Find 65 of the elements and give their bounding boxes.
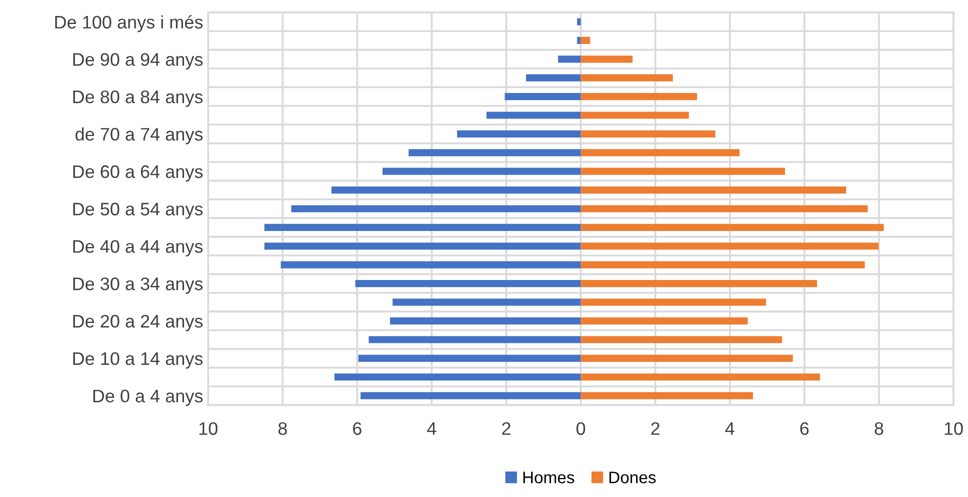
- bar: [264, 242, 581, 250]
- y-tick-label: De 10 a 14 anys: [73, 352, 203, 369]
- bar: [580, 149, 740, 156]
- x-tick-label: 8: [874, 422, 884, 435]
- y-tick-label: De 40 a 44 anys: [73, 240, 203, 256]
- bar: [580, 168, 786, 175]
- bar: [580, 261, 865, 268]
- bar: [577, 36, 581, 44]
- y-tick-label: De 30 a 34 anys: [73, 277, 203, 294]
- bar: [504, 93, 581, 100]
- bar: [558, 56, 581, 63]
- legend-label: Dones: [609, 472, 656, 484]
- bar: [577, 18, 581, 26]
- bar: [580, 317, 748, 324]
- bar: [526, 74, 581, 82]
- bar: [580, 242, 879, 250]
- x-tick-label: 4: [427, 422, 436, 435]
- bar: [390, 317, 581, 324]
- bar: [580, 298, 766, 306]
- bar: [580, 336, 782, 344]
- bar: [580, 130, 716, 138]
- x-tick-label: 2: [651, 422, 660, 435]
- bar: [264, 224, 581, 231]
- bar: [382, 168, 581, 175]
- bar: [334, 373, 581, 381]
- bar: [580, 354, 793, 362]
- y-tick-label: De 60 a 64 anys: [73, 165, 203, 182]
- bar: [580, 36, 590, 44]
- bar: [408, 149, 581, 156]
- bar: [580, 392, 753, 400]
- y-tick-label: De 0 a 4 anys: [93, 390, 203, 406]
- bar: [580, 93, 698, 100]
- x-tick-label: 10: [944, 422, 963, 435]
- x-tick-label: 4: [725, 422, 734, 435]
- bar: [457, 130, 581, 138]
- bar: [486, 112, 581, 119]
- bar: [580, 74, 673, 82]
- x-tick-label: 8: [278, 422, 287, 435]
- y-tick-label: de 70 a 74 anys: [76, 127, 203, 144]
- x-tick-label: 6: [800, 422, 809, 435]
- bar: [580, 56, 633, 63]
- bar: [360, 392, 581, 400]
- x-tick-label: 0: [576, 422, 586, 435]
- y-tick-label: De 80 a 84 anys: [73, 90, 203, 107]
- bar: [368, 336, 581, 344]
- bar: [580, 112, 689, 119]
- bar: [331, 186, 581, 194]
- bar: [355, 280, 581, 288]
- bar: [280, 261, 581, 268]
- bar: [580, 186, 846, 194]
- bar: [580, 373, 820, 381]
- legend-label: Homes: [523, 472, 574, 484]
- y-tick-label: De 100 anys i més: [55, 15, 203, 32]
- bar: [291, 205, 581, 212]
- bar: [392, 298, 581, 306]
- y-tick-label: De 50 a 54 anys: [73, 202, 203, 220]
- bar: [358, 354, 581, 362]
- x-tick-label: 6: [353, 422, 362, 435]
- bar: [580, 205, 868, 212]
- x-tick-label: 2: [502, 422, 510, 435]
- bar: [580, 224, 884, 231]
- y-tick-label: De 20 a 24 anys: [73, 314, 203, 332]
- x-tick-label: 10: [199, 422, 218, 435]
- y-tick-label: De 90 a 94 anys: [73, 53, 203, 70]
- bar: [580, 280, 818, 288]
